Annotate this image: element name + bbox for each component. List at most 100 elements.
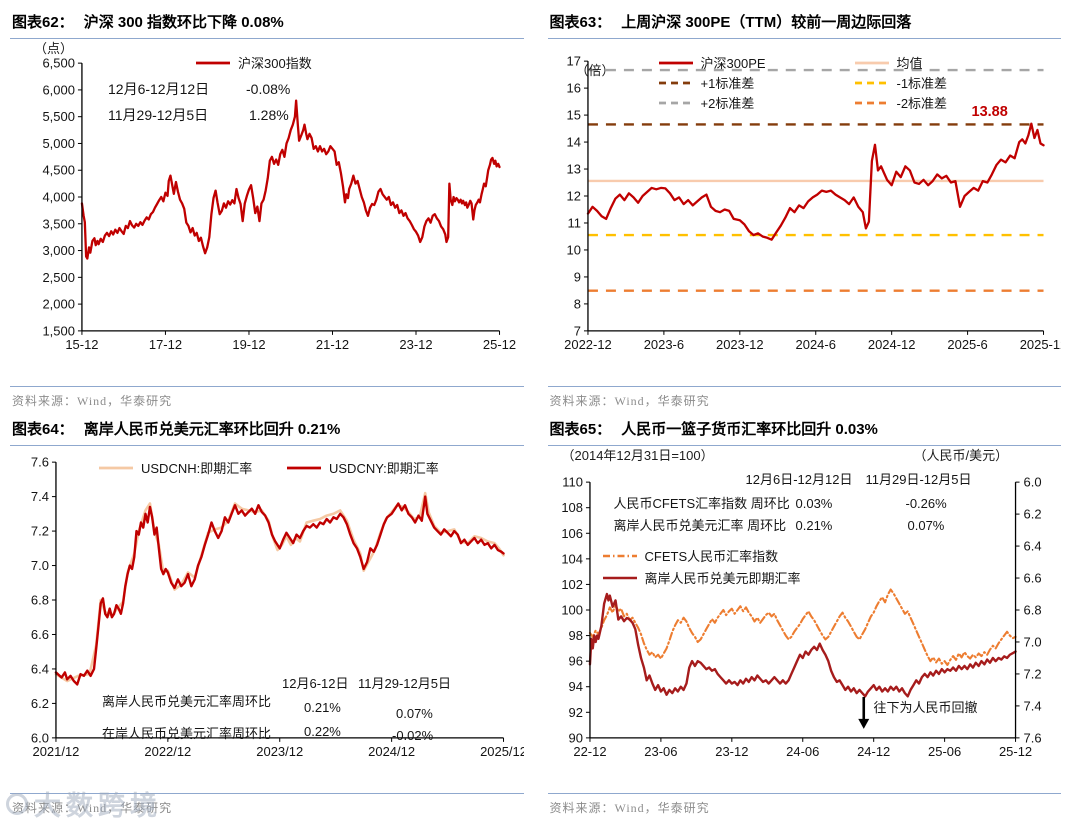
svg-text:2024/12: 2024/12: [368, 744, 415, 759]
note-value-1a: 0.03%: [795, 496, 833, 511]
svg-text:2024-6: 2024-6: [795, 337, 835, 352]
legend-item: 沪深300指数: [195, 53, 312, 72]
legend-label: CFETS人民币汇率指数: [644, 549, 779, 564]
legend-item: USDCNH:即期汇率: [98, 458, 252, 477]
svg-text:19-12: 19-12: [232, 337, 265, 352]
svg-text:23-12: 23-12: [399, 337, 432, 352]
svg-text:6.8: 6.8: [1023, 602, 1041, 617]
chart-panel-figure64: 图表64： 离岸人民币兑美元汇率环比回升 0.21% 7.6 7.4 7.2 7.0 6…: [10, 415, 524, 816]
svg-text:15: 15: [566, 108, 580, 123]
svg-text:7.0: 7.0: [31, 558, 49, 573]
legend-line-swatch: [658, 101, 693, 104]
chart-area: 110 108 106 104 102 100 98 96 94 92 90 6.0 6.2 6.4 6.6…: [548, 448, 1062, 778]
svg-text:6.2: 6.2: [1023, 507, 1041, 522]
legend-label: 离岸人民币兑美元即期汇率: [644, 571, 801, 586]
source-note: 资料来源：Wind，华泰研究: [10, 793, 524, 816]
svg-text:22-12: 22-12: [573, 744, 606, 759]
legend-item: -1标准差: [854, 73, 947, 92]
legend-label: USDCNH:即期汇率: [141, 461, 253, 476]
arrow-note: 往下为人民币回撤: [873, 700, 978, 715]
svg-text:6.6: 6.6: [31, 627, 49, 642]
chart-panel-figure62: 图表62： 沪深 300 指数环比下降 0.08% 6,500 6,000 5,50…: [10, 8, 524, 409]
svg-text:100: 100: [561, 602, 583, 617]
watermark-text: 大数跨境: [34, 791, 162, 821]
note-value-1b: 0.07%: [396, 706, 433, 721]
chart-canvas: 6,500 6,000 5,500 5,000 4,500 4,000 3,500 3,000…: [42, 56, 516, 352]
note-header-1: 12月6日-12月12日: [745, 472, 853, 487]
svg-text:16: 16: [566, 81, 580, 96]
note-value-2a: 0.21%: [795, 518, 833, 533]
source-note: 资料来源：Wind，华泰研究: [547, 386, 1061, 409]
svg-text:6.6: 6.6: [1023, 571, 1041, 586]
legend-item: -2标准差: [854, 93, 948, 112]
note-value-2: 1.28%: [249, 107, 289, 123]
figure-label: 图表62：: [12, 14, 74, 31]
svg-text:12: 12: [566, 189, 580, 204]
legend-line-swatch: [196, 61, 230, 64]
svg-text:4,500: 4,500: [42, 163, 74, 178]
legend-label: -2标准差: [896, 96, 948, 111]
svg-text:2025-12: 2025-12: [1019, 337, 1061, 352]
svg-text:14: 14: [566, 135, 580, 150]
note-header-2: 11月29日-12月5日: [865, 472, 972, 487]
svg-text:6.8: 6.8: [31, 593, 49, 608]
legend-label: +2标准差: [700, 96, 755, 111]
svg-text:6.0: 6.0: [31, 730, 49, 745]
svg-text:94: 94: [568, 679, 582, 694]
legend-line-swatch: [854, 101, 889, 104]
figure-label: 图表63：: [549, 14, 612, 31]
note-value-2b: 0.07%: [907, 518, 945, 533]
svg-text:6,500: 6,500: [42, 56, 74, 71]
note-row-label-2: 离岸人民币兑美元汇率 周环比: [613, 518, 787, 533]
note-row-label-1: 人民币CFETS汇率指数 周环比: [613, 496, 790, 511]
legend-label: USDCNY:即期汇率: [329, 461, 439, 476]
note-value-1a: 0.21%: [304, 700, 341, 715]
figure-label: 图表64：: [12, 421, 74, 438]
svg-text:17: 17: [566, 54, 580, 69]
note-header-1: 12月6-12日: [282, 676, 349, 691]
series-CFETS人民币汇率指数: [588, 588, 1017, 666]
note-row-label-2: 在岸人民币兑美元汇率周环比: [102, 726, 272, 741]
source-note: 资料来源：Wind，华泰研究: [10, 386, 524, 409]
svg-text:104: 104: [561, 551, 583, 566]
svg-text:108: 108: [561, 500, 583, 515]
svg-text:9: 9: [573, 269, 580, 284]
figure-title: 上周沪深 300PE（TTM）较前一周边际回落: [621, 14, 912, 31]
legend-item: +2标准差: [658, 93, 755, 112]
svg-text:2023/12: 2023/12: [256, 744, 303, 759]
chart-area: 6,500 6,000 5,500 5,000 4,500 4,000 3,500 3,000…: [10, 41, 524, 371]
figure-title: 离岸人民币兑美元汇率环比回升 0.21%: [83, 421, 341, 438]
note-value-2a: 0.22%: [304, 724, 341, 739]
note-period-1: 12月6-12月12日: [108, 81, 210, 97]
svg-text:2023-12: 2023-12: [716, 337, 764, 352]
svg-text:7.4: 7.4: [31, 489, 49, 504]
svg-text:7.6: 7.6: [1023, 730, 1041, 745]
svg-text:6.2: 6.2: [31, 696, 49, 711]
left-axis-unit-label: （2014年12月31日=100）: [561, 448, 714, 463]
svg-text:11: 11: [567, 215, 580, 230]
legend-line-swatch: [99, 466, 133, 469]
chart-panel-figure65: 图表65： 人民币一篮子货币汇率环比回升 0.03% 110 108 106 104 1…: [547, 415, 1062, 816]
svg-text:23-06: 23-06: [644, 744, 677, 759]
svg-text:10: 10: [566, 242, 580, 257]
svg-text:2,500: 2,500: [42, 270, 74, 285]
chart-canvas: 110 108 106 104 102 100 98 96 94 92 90 6.0 6.2 6.4 6.6…: [561, 475, 1041, 759]
svg-text:25-06: 25-06: [928, 744, 961, 759]
note-header-2: 11月29-12月5日: [358, 676, 451, 691]
legend-line-swatch: [854, 61, 889, 64]
svg-text:24-12: 24-12: [857, 744, 890, 759]
svg-text:25-12: 25-12: [998, 744, 1031, 759]
svg-text:1,500: 1,500: [42, 323, 74, 338]
legend-line-swatch: [602, 554, 637, 557]
svg-text:3,500: 3,500: [42, 216, 74, 231]
svg-text:6,000: 6,000: [42, 82, 74, 97]
legend-label: 沪深300指数: [238, 56, 312, 71]
svg-text:3,000: 3,000: [42, 243, 74, 258]
note-value-1: -0.08%: [246, 81, 291, 97]
svg-text:2021/12: 2021/12: [33, 744, 80, 759]
y-axis-unit-label: （倍）: [575, 63, 615, 78]
right-axis-unit-label: （人民币/美元）: [913, 448, 1009, 463]
note-period-2: 11月29-12月5日: [108, 107, 209, 123]
svg-text:110: 110: [562, 475, 583, 490]
